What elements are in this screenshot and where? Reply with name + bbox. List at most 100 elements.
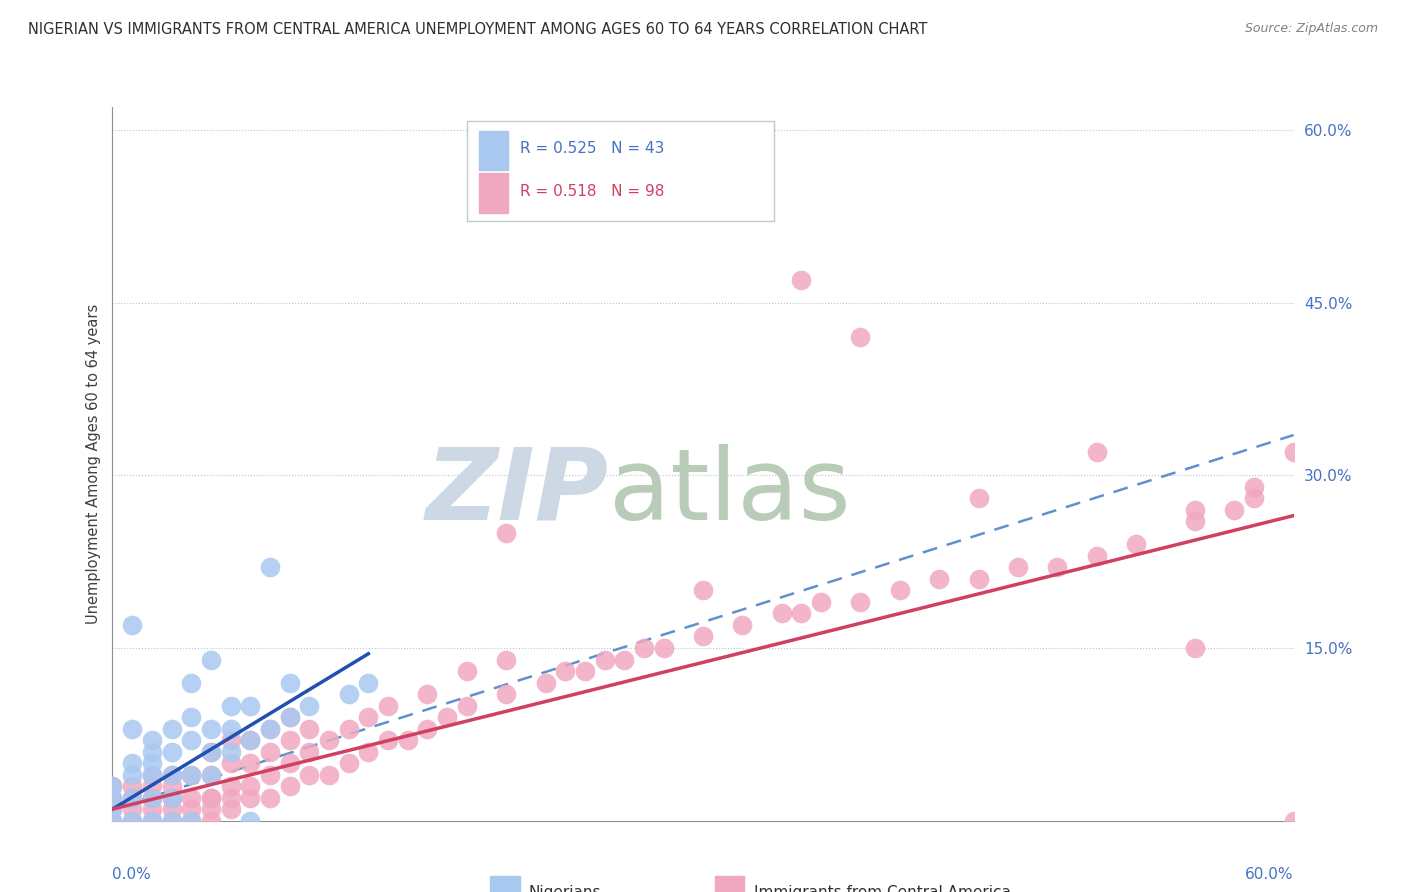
Point xyxy=(141,790,163,805)
Point xyxy=(141,767,163,781)
Point xyxy=(141,745,163,759)
Point xyxy=(1282,445,1305,459)
Point xyxy=(1184,515,1206,529)
Point xyxy=(1125,537,1147,551)
Point xyxy=(318,767,340,781)
Point xyxy=(219,779,242,793)
Point xyxy=(1243,480,1265,494)
Text: Nigerians: Nigerians xyxy=(529,885,600,892)
Point xyxy=(101,790,124,805)
Point xyxy=(160,802,183,816)
Point xyxy=(534,675,557,690)
Point xyxy=(278,779,301,793)
Point xyxy=(967,491,990,506)
Point xyxy=(141,814,163,828)
Point xyxy=(1243,491,1265,506)
Point xyxy=(121,790,143,805)
Point xyxy=(849,595,872,609)
Point xyxy=(239,698,262,713)
Point xyxy=(928,572,950,586)
Point xyxy=(141,790,163,805)
Point xyxy=(121,814,143,828)
Text: Immigrants from Central America: Immigrants from Central America xyxy=(754,885,1011,892)
Point xyxy=(416,687,439,701)
Point xyxy=(1085,445,1108,459)
Point xyxy=(1184,640,1206,655)
Point xyxy=(790,273,813,287)
Point xyxy=(101,802,124,816)
Point xyxy=(357,675,380,690)
Y-axis label: Unemployment Among Ages 60 to 64 years: Unemployment Among Ages 60 to 64 years xyxy=(86,303,101,624)
Text: 0.0%: 0.0% xyxy=(112,867,152,881)
Point xyxy=(180,814,202,828)
Text: Source: ZipAtlas.com: Source: ZipAtlas.com xyxy=(1244,22,1378,36)
Point xyxy=(141,779,163,793)
Point xyxy=(692,630,714,644)
Point xyxy=(259,560,281,574)
Point xyxy=(337,756,360,770)
Point xyxy=(219,698,242,713)
Point xyxy=(101,814,124,828)
Point xyxy=(101,802,124,816)
Point xyxy=(298,745,321,759)
Point xyxy=(200,767,222,781)
Point xyxy=(239,790,262,805)
Point xyxy=(770,607,793,621)
Point xyxy=(160,745,183,759)
Point xyxy=(357,710,380,724)
Point xyxy=(219,745,242,759)
Point xyxy=(200,745,222,759)
Point xyxy=(1282,814,1305,828)
Point xyxy=(180,767,202,781)
Point xyxy=(337,687,360,701)
Point xyxy=(200,790,222,805)
Point xyxy=(121,802,143,816)
Point xyxy=(141,733,163,747)
Point xyxy=(495,652,517,666)
Point xyxy=(259,722,281,736)
Point xyxy=(1085,549,1108,563)
Text: 60.0%: 60.0% xyxy=(1246,867,1294,881)
Point xyxy=(219,790,242,805)
Point xyxy=(495,525,517,540)
Point xyxy=(377,733,399,747)
Point xyxy=(180,710,202,724)
Point xyxy=(219,802,242,816)
Point xyxy=(633,640,655,655)
Point xyxy=(200,790,222,805)
Point xyxy=(692,583,714,598)
Point xyxy=(278,710,301,724)
Point xyxy=(357,745,380,759)
Point xyxy=(652,640,675,655)
Point xyxy=(141,814,163,828)
Point xyxy=(318,733,340,747)
Point xyxy=(121,618,143,632)
Point xyxy=(200,745,222,759)
Point xyxy=(456,664,478,678)
Point xyxy=(160,767,183,781)
Point xyxy=(121,767,143,781)
Point xyxy=(160,790,183,805)
Point xyxy=(200,652,222,666)
Point xyxy=(121,814,143,828)
Point xyxy=(574,664,596,678)
Point xyxy=(160,779,183,793)
Point xyxy=(259,767,281,781)
FancyBboxPatch shape xyxy=(491,876,520,892)
Text: ZIP: ZIP xyxy=(426,444,609,541)
FancyBboxPatch shape xyxy=(478,130,508,169)
Point xyxy=(121,779,143,793)
Point xyxy=(278,675,301,690)
Point xyxy=(160,722,183,736)
Point xyxy=(810,595,832,609)
Point xyxy=(1046,560,1069,574)
Point xyxy=(180,802,202,816)
Point xyxy=(101,790,124,805)
Point xyxy=(278,733,301,747)
Point xyxy=(121,790,143,805)
Point xyxy=(180,790,202,805)
Point xyxy=(849,330,872,344)
Point xyxy=(967,572,990,586)
Text: NIGERIAN VS IMMIGRANTS FROM CENTRAL AMERICA UNEMPLOYMENT AMONG AGES 60 TO 64 YEA: NIGERIAN VS IMMIGRANTS FROM CENTRAL AMER… xyxy=(28,22,928,37)
Point xyxy=(141,802,163,816)
